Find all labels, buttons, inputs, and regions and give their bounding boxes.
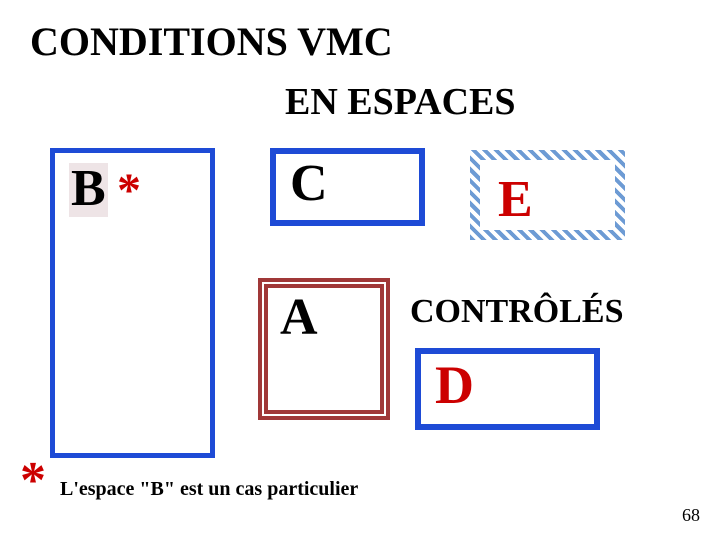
box-A-letter: A	[280, 292, 318, 344]
box-C-letter: C	[290, 158, 328, 210]
label-controlled: CONTRÔLÉS	[410, 293, 624, 331]
box-D-letter: D	[435, 358, 474, 412]
slide: CONDITIONS VMC EN ESPACES B * C E A CONT…	[0, 0, 720, 540]
box-A: A	[258, 278, 390, 420]
box-E: E	[470, 150, 625, 240]
page-subtitle: EN ESPACES	[285, 80, 516, 124]
footnote-asterisk-icon: *	[20, 455, 46, 507]
page-title: CONDITIONS VMC	[30, 18, 393, 65]
box-B-letter: B	[69, 163, 108, 217]
box-E-letter: E	[498, 174, 533, 226]
box-B: B *	[50, 148, 215, 458]
box-B-asterisk: *	[117, 167, 141, 215]
box-D: D	[415, 348, 600, 430]
box-C: C	[270, 148, 425, 226]
footnote-text: L'espace "B" est un cas particulier	[60, 478, 358, 501]
page-number: 68	[682, 505, 700, 526]
